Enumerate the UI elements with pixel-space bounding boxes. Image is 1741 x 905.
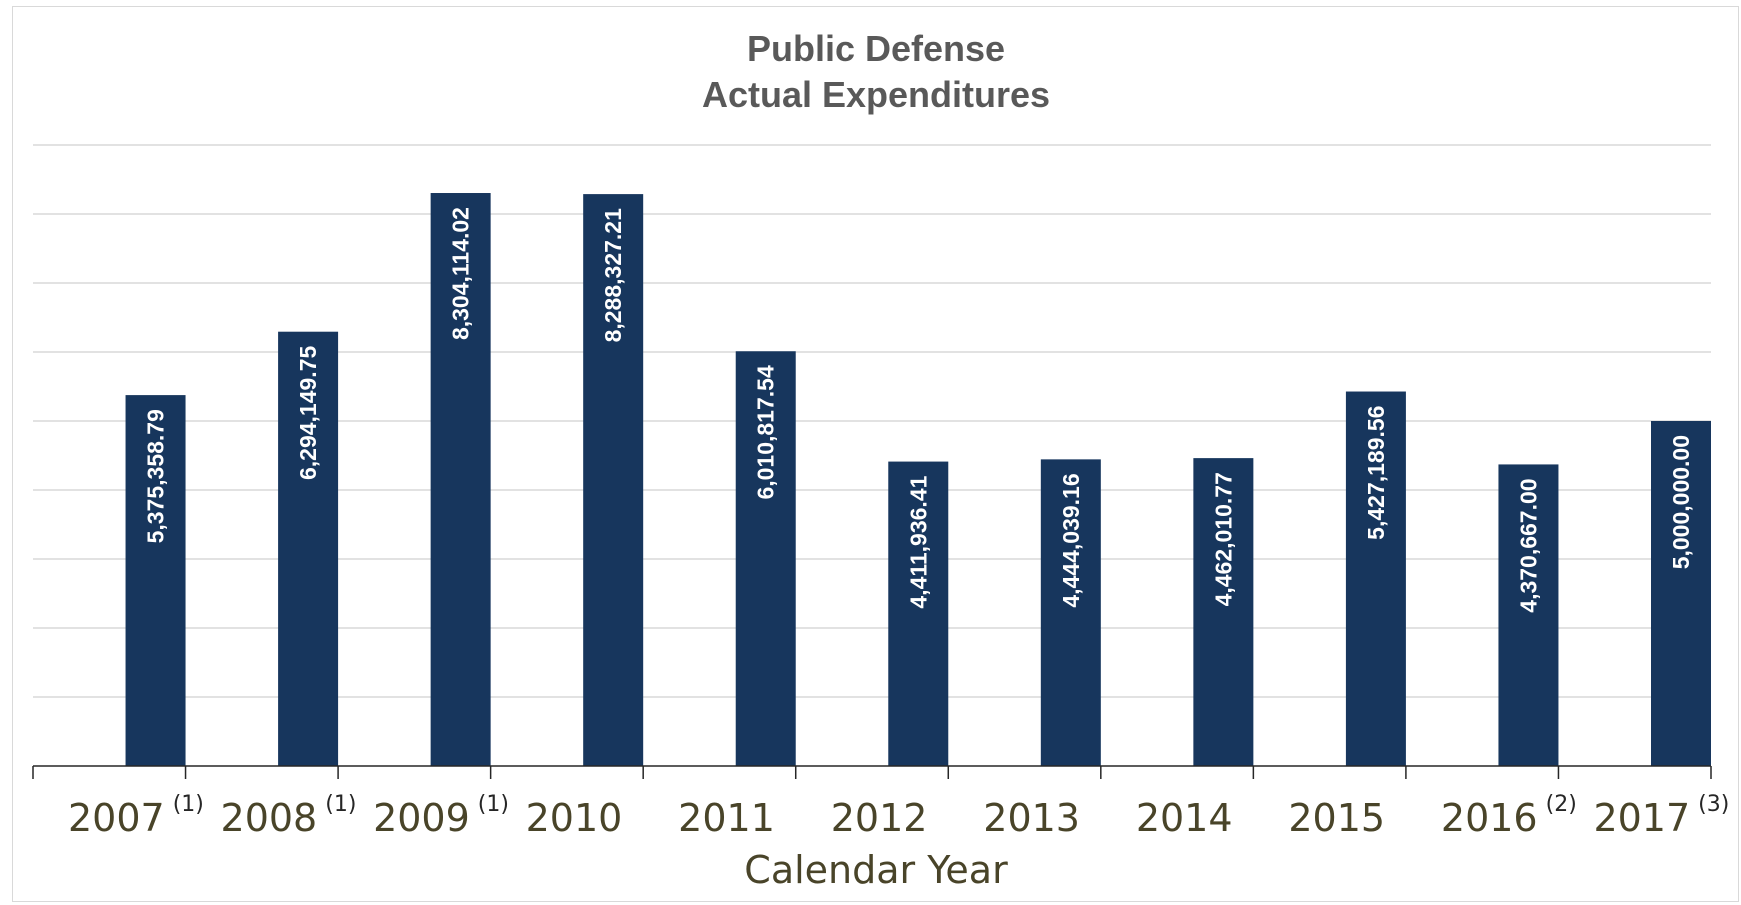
chart-title-line-2: Actual Expenditures bbox=[702, 74, 1050, 115]
data-label-2016: 4,370,667.00 bbox=[1515, 478, 1541, 612]
category-year: 2009 bbox=[373, 796, 470, 840]
data-label-2015: 5,427,189.56 bbox=[1363, 406, 1389, 540]
bar-2009 bbox=[430, 193, 491, 767]
data-label-2007: 5,375,358.79 bbox=[143, 409, 169, 543]
x-tick-label-2017: 2017 (3) bbox=[1593, 792, 1729, 840]
x-tick-label-2013: 2013 bbox=[983, 796, 1080, 840]
footnote-marker: (1) bbox=[478, 792, 509, 817]
data-label-2013: 4,444,039.16 bbox=[1058, 473, 1084, 607]
data-label-2009: 8,304,114.02 bbox=[448, 207, 474, 340]
x-axis: 2007 (1) 2008 (1) 2009 (1) 2010 2011 2012 2013 201… bbox=[32, 765, 1729, 840]
bar-2013 bbox=[1040, 459, 1101, 766]
x-tick-label-2009: 2009 (1) bbox=[373, 792, 509, 840]
data-label-2012: 4,411,936.41 bbox=[905, 475, 931, 608]
data-label-2008: 6,294,149.75 bbox=[295, 345, 321, 480]
bar-2015 bbox=[1345, 391, 1406, 766]
bar-2011 bbox=[735, 351, 796, 766]
x-axis-title: Calendar Year bbox=[744, 848, 1008, 892]
x-tick-label-2016: 2016 (2) bbox=[1441, 792, 1577, 840]
bar-2010 bbox=[583, 194, 644, 767]
category-year: 2010 bbox=[526, 796, 623, 840]
category-year: 2007 bbox=[68, 796, 165, 840]
x-tick-label-2015: 2015 bbox=[1288, 796, 1385, 840]
x-tick-label-2007: 2007 (1) bbox=[68, 792, 204, 840]
category-year: 2016 bbox=[1441, 796, 1538, 840]
category-year: 2015 bbox=[1288, 796, 1385, 840]
x-tick-label-2008: 2008 (1) bbox=[221, 792, 357, 840]
data-label-2017: 5,000,000.00 bbox=[1668, 435, 1694, 569]
category-year: 2017 bbox=[1593, 796, 1690, 840]
category-year: 2011 bbox=[678, 796, 775, 840]
bar-2016 bbox=[1498, 464, 1559, 766]
data-label-2014: 4,462,010.77 bbox=[1210, 472, 1236, 606]
footnote-marker: (3) bbox=[1698, 792, 1729, 817]
x-tick-label-2012: 2012 bbox=[831, 796, 928, 840]
x-tick-label-2011: 2011 bbox=[678, 796, 775, 840]
category-year: 2012 bbox=[831, 796, 928, 840]
bar-2014 bbox=[1193, 458, 1254, 766]
category-year: 2014 bbox=[1136, 796, 1233, 840]
category-year: 2013 bbox=[983, 796, 1080, 840]
data-label-2010: 8,288,327.21 bbox=[600, 208, 626, 343]
bar-2007 bbox=[125, 395, 186, 766]
x-tick-label-2014: 2014 bbox=[1136, 796, 1233, 840]
bar-2012 bbox=[888, 461, 949, 766]
chart-title-line-1: Public Defense bbox=[747, 28, 1005, 69]
bar-2017 bbox=[1651, 421, 1711, 766]
data-label-2011: 6,010,817.54 bbox=[753, 365, 779, 500]
bar-2008 bbox=[278, 331, 339, 766]
x-tick-label-2010: 2010 bbox=[526, 796, 623, 840]
chart-title: Public Defense Actual Expenditures bbox=[702, 28, 1050, 115]
category-year: 2008 bbox=[221, 796, 318, 840]
footnote-marker: (1) bbox=[173, 792, 204, 817]
bars: 5,375,358.79 6,294,149.75 8,304,114.02 8,28… bbox=[125, 193, 1711, 767]
footnote-marker: (2) bbox=[1546, 792, 1577, 817]
footnote-marker: (1) bbox=[325, 792, 356, 817]
